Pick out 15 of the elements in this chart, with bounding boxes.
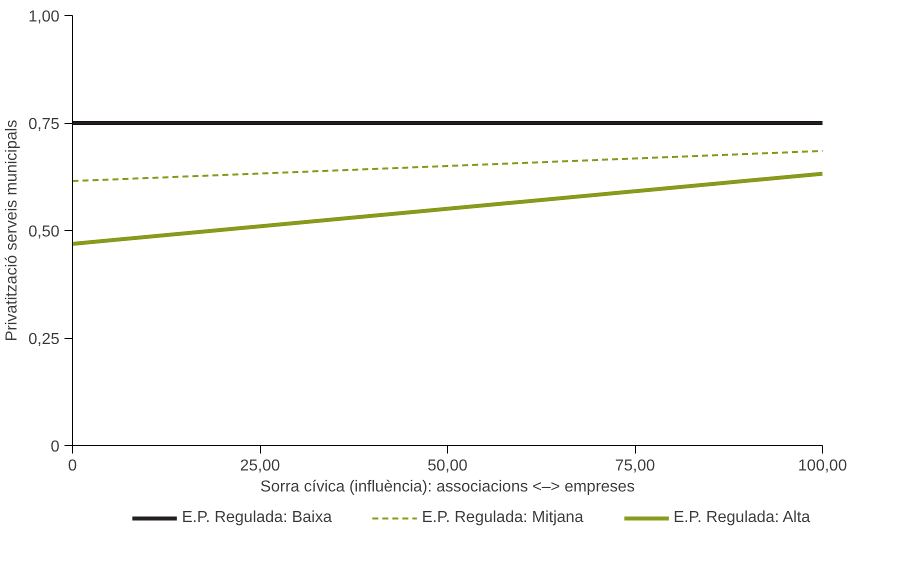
y-tick-label: 0,50 bbox=[28, 224, 60, 240]
legend-label: E.P. Regulada: Baixa bbox=[182, 509, 332, 527]
y-tick-label: 0,25 bbox=[28, 331, 60, 348]
x-tick-label: 50,00 bbox=[427, 458, 468, 474]
x-tick-label: 100,00 bbox=[798, 458, 848, 474]
y-tick-label: 0,75 bbox=[28, 116, 60, 133]
legend-label: E.P. Regulada: Mitjana bbox=[422, 509, 584, 527]
x-tick-label: 75,00 bbox=[614, 458, 656, 474]
x-tick-label: 0 bbox=[68, 458, 78, 474]
y-axis-title: Privatització serveis municipals bbox=[3, 120, 20, 342]
x-tick-label: 25,00 bbox=[240, 458, 280, 474]
y-tick-label: 1,00 bbox=[28, 8, 60, 26]
y-tick-label: 0 bbox=[50, 438, 60, 456]
x-axis-title: Sorra cívica (influència): associacions <–> empreses bbox=[260, 478, 635, 496]
legend-label: E.P. Regulada: Alta bbox=[673, 509, 810, 527]
